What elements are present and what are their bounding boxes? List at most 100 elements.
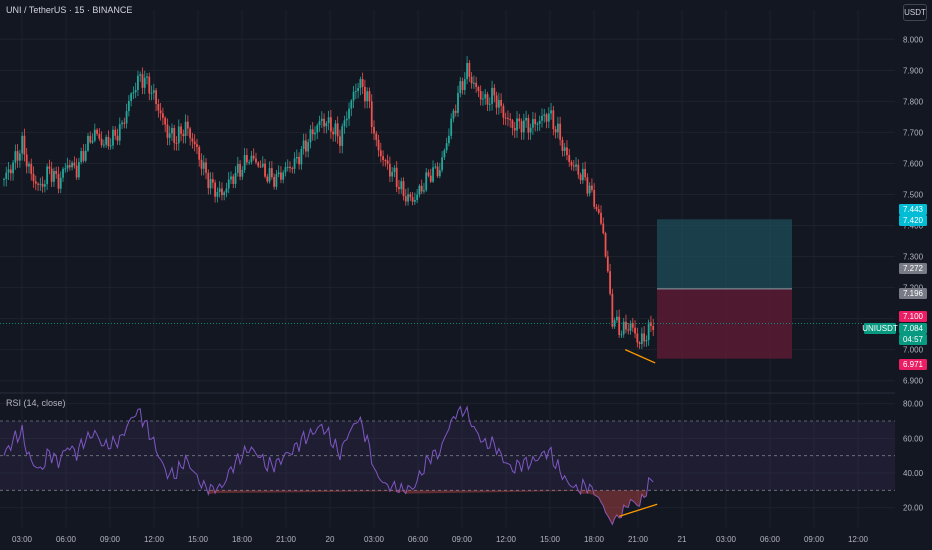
candle-body [241,169,244,177]
divergence-lines[interactable] [619,349,658,517]
candle-body [547,113,550,122]
candle-body [189,128,192,139]
candle-body [96,129,98,134]
candle-body [595,206,598,210]
candle-body [329,117,332,132]
candle-body [411,197,414,202]
rsi-panel[interactable] [0,405,895,526]
candle-body [98,133,101,139]
rsi-divergence-line[interactable] [619,503,658,517]
candle-body [423,190,425,192]
time-tick-label: 03:00 [364,535,385,544]
candle-body [73,162,76,166]
candle-body [82,151,85,161]
candle-body [248,162,251,164]
candle-body [261,163,264,167]
candle-body [581,168,584,181]
candle-body [604,233,607,257]
candle-body [438,170,441,177]
candle-body [302,140,305,150]
candle-body [625,321,627,330]
rsi-line[interactable] [3,405,654,526]
candle-body [18,153,21,161]
candle-body [482,98,484,100]
candle-body [484,94,487,99]
candle-body [5,172,8,179]
candle-body [280,172,282,180]
candle-body [293,158,296,169]
candle-body [91,140,94,143]
candle-body [78,162,80,178]
time-tick-label: 21:00 [628,535,649,544]
candle-body [125,111,128,124]
candle-body [491,87,493,104]
price-tags: 7.443 7.420 7.272 7.196 7.100 6.971 UNIUSDT 7.0… [862,204,927,370]
candle-body [559,123,562,140]
candle-body [441,157,444,171]
candle-body [370,101,373,128]
price-tag-bg [899,263,927,274]
candle-body [513,127,516,131]
candle-body [173,127,176,143]
candle-body [186,121,189,129]
candle-body [472,82,475,84]
position-zones[interactable] [657,219,792,359]
candle-body [266,176,269,182]
candle-body [577,164,580,175]
candle-body [23,135,26,155]
candle-body [282,172,285,180]
candle-body [622,321,625,335]
rsi-title[interactable]: RSI (14, close) [6,398,66,408]
time-tick-label: 18:00 [232,535,253,544]
candle-body [398,187,400,190]
candle-body [107,136,110,147]
candle-body [384,160,387,162]
candle-body [354,91,357,93]
candle-body [316,125,319,133]
candle-body [157,104,160,111]
candle-body [318,121,321,126]
candle-body [420,185,423,192]
candle-body [12,162,14,174]
candle-body [445,143,448,151]
candle-body [504,117,507,119]
candle-body [382,156,384,161]
price-tick-label: 7.000 [903,346,924,355]
candle-body [196,144,198,148]
stop-zone[interactable] [657,288,792,359]
currency-button[interactable]: USDT [903,4,927,21]
candle-body [402,181,405,197]
candle-body [80,151,83,163]
price-tick-label: 6.900 [903,377,924,386]
candle-body [432,167,434,182]
rsi-axis[interactable]: 80.00 60.00 40.00 20.00 [903,400,924,513]
candle-body [277,172,280,175]
candle-body [227,179,230,189]
candle-body [552,110,555,130]
candle-body [182,133,185,137]
time-axis[interactable]: 03:00 06:00 09:00 12:00 15:00 18:00 21:00 20 03:… [12,535,869,544]
candle-body [620,334,623,336]
candle-body [114,129,117,136]
candle-body [413,200,416,202]
candle-body [448,135,450,144]
candle-body [325,123,328,127]
candle-body [225,188,228,193]
time-tick-label: 03:00 [12,535,33,544]
target-zone[interactable] [657,219,792,289]
candle-body [650,322,652,327]
candle-body [46,166,49,185]
candle-body [636,333,639,343]
candle-body [509,118,512,121]
candle-body [591,185,593,190]
candle-body [468,62,471,77]
price-divergence-line[interactable] [624,349,656,364]
candle-body [373,127,375,134]
candle-body [550,110,552,114]
candle-body [359,79,362,88]
candle-body [348,108,350,119]
time-tick-label: 21:00 [276,535,297,544]
symbol-title[interactable]: UNI / TetherUS · 15 · BINANCE [6,5,133,15]
candle-body [457,93,459,113]
